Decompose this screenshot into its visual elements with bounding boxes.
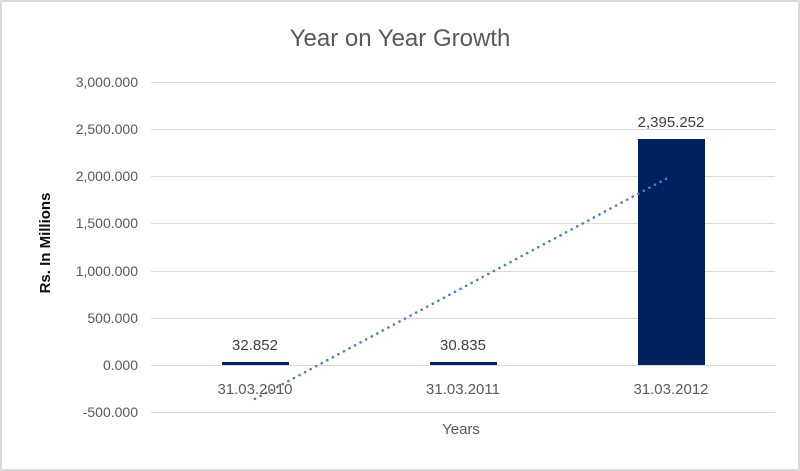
y-axis-tick-label: 1,500.000 (75, 215, 138, 231)
y-axis-tick-label: 2,000.000 (75, 168, 138, 184)
gridline (151, 129, 775, 130)
x-axis-tick-label: 31.03.2011 (426, 381, 500, 398)
chart-title: Year on Year Growth (289, 25, 511, 52)
gridline (151, 412, 775, 413)
y-axis-tick-label: -500.000 (82, 404, 138, 420)
y-axis-tick-label: 1,000.000 (75, 263, 138, 279)
x-axis-title: Years (442, 421, 480, 438)
y-axis-tick-label: 3,000.000 (75, 74, 138, 90)
bar-data-label: 30.835 (440, 337, 486, 354)
x-axis-tick-label: 31.03.2010 (217, 381, 293, 398)
y-axis-tick-label: 500.000 (87, 310, 138, 326)
gridline (151, 82, 775, 83)
bar-data-label: 32.852 (232, 337, 278, 354)
y-axis-title: Rs. In Millions (37, 192, 54, 294)
y-axis-tick-label: 2,500.000 (75, 121, 138, 137)
y-axis-tick-label: 0.000 (102, 357, 138, 373)
bar-data-label: 2,395.252 (637, 114, 705, 131)
x-axis-tick-label: 31.03.2012 (633, 381, 709, 398)
